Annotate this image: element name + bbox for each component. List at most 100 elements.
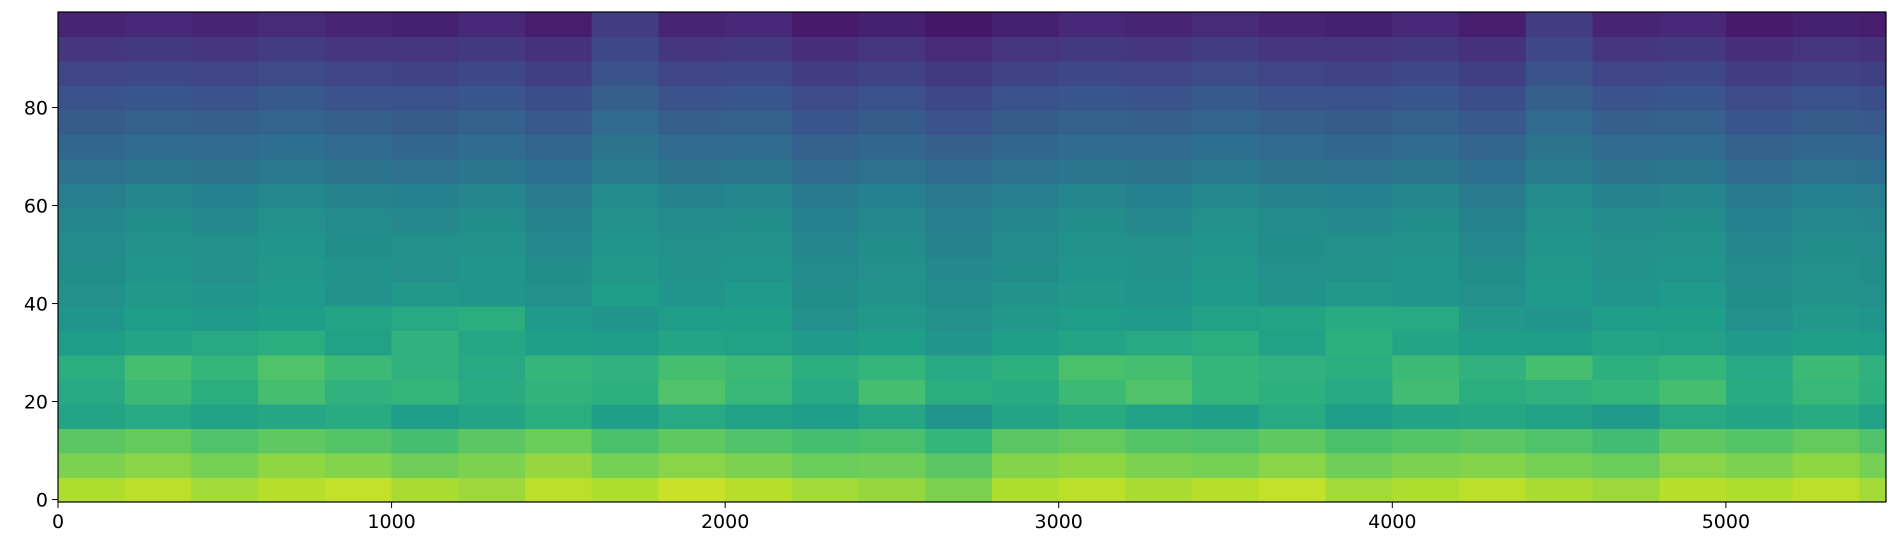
heatmap-cell	[525, 208, 593, 233]
heatmap-cell	[1192, 257, 1260, 282]
heatmap-cell	[858, 257, 926, 282]
heatmap-cell	[1192, 208, 1260, 233]
heatmap-cell	[1058, 12, 1126, 37]
heatmap-cell	[1725, 232, 1794, 258]
x-tick-label: 0	[52, 511, 64, 533]
heatmap-cell	[858, 110, 926, 135]
heatmap-cell	[1325, 208, 1393, 233]
heatmap-cell	[1125, 232, 1193, 258]
heatmap-cell	[658, 36, 726, 62]
heatmap-cell	[391, 306, 459, 331]
heatmap-cell	[1659, 208, 1727, 233]
heatmap-cell	[1792, 453, 1860, 478]
heatmap-cell	[1125, 36, 1193, 62]
heatmap-cell	[725, 232, 793, 258]
heatmap-cell	[1592, 355, 1660, 380]
heatmap-cell	[191, 85, 259, 111]
heatmap-cell	[58, 110, 126, 135]
y-tick-label: 80	[24, 98, 48, 120]
heatmap-cell	[191, 330, 259, 356]
heatmap-cell	[1792, 85, 1860, 111]
heatmap-cell	[1725, 110, 1794, 135]
heatmap-cell	[1659, 110, 1727, 135]
heatmap-cell	[191, 306, 259, 331]
heatmap-cell	[925, 379, 993, 405]
heatmap-cell	[124, 428, 192, 454]
heatmap-cell	[1058, 404, 1126, 429]
x-tick-label: 5000	[1702, 511, 1750, 533]
heatmap-cell	[725, 355, 793, 380]
heatmap-cell	[258, 281, 326, 307]
heatmap-cell	[591, 134, 659, 160]
heatmap-cell	[258, 183, 326, 209]
heatmap-cell	[1725, 306, 1794, 331]
heatmap-cell	[1459, 477, 1527, 503]
heatmap-cell	[725, 36, 793, 62]
heatmap-cell	[992, 61, 1060, 86]
heatmap-cell	[1258, 85, 1327, 111]
heatmap-cell	[525, 404, 593, 429]
heatmap-cell	[1525, 330, 1593, 356]
heatmap-cell	[1392, 477, 1460, 503]
heatmap-cell	[725, 404, 793, 429]
heatmap-cell	[324, 306, 393, 331]
heatmap-cell	[58, 379, 126, 405]
heatmap-cell	[1392, 183, 1460, 209]
heatmap-cell	[591, 12, 659, 37]
heatmap-cell	[1192, 477, 1260, 503]
heatmap-cell	[1859, 61, 1887, 86]
heatmap-cell	[458, 134, 526, 160]
heatmap-cell	[324, 379, 393, 405]
heatmap-cell	[1525, 85, 1593, 111]
heatmap-cell	[791, 453, 860, 478]
heatmap-cell	[858, 379, 926, 405]
heatmap-cell	[1192, 12, 1260, 37]
heatmap-cell	[725, 330, 793, 356]
x-tick-label: 3000	[1035, 511, 1083, 533]
heatmap-cell	[1192, 183, 1260, 209]
heatmap-cell	[458, 453, 526, 478]
heatmap-cell	[324, 477, 393, 503]
heatmap-cell	[1592, 257, 1660, 282]
heatmap-cell	[1058, 110, 1126, 135]
x-tick-label: 1000	[367, 511, 415, 533]
heatmap-cell	[1325, 85, 1393, 111]
heatmap-cell	[1525, 232, 1593, 258]
heatmap-cell	[191, 183, 259, 209]
heatmap-cell	[992, 379, 1060, 405]
heatmap-cell	[1258, 232, 1327, 258]
heatmap-cell	[191, 208, 259, 233]
heatmap-cell	[858, 404, 926, 429]
heatmap-cell	[591, 477, 659, 503]
heatmap-cell	[124, 257, 192, 282]
heatmap-cell	[858, 183, 926, 209]
y-tick-label: 0	[36, 490, 48, 512]
heatmap-cell	[1325, 306, 1393, 331]
heatmap-cell	[1525, 453, 1593, 478]
heatmap-cell	[858, 208, 926, 233]
heatmap-cell	[1125, 257, 1193, 282]
heatmap-cell	[1459, 61, 1527, 86]
heatmap-cell	[1792, 355, 1860, 380]
heatmap-cell	[1725, 85, 1794, 111]
y-tick-label: 20	[24, 392, 48, 414]
heatmap-cell	[525, 355, 593, 380]
heatmap-cell	[1058, 257, 1126, 282]
heatmap-cell	[258, 208, 326, 233]
heatmap-cell	[925, 306, 993, 331]
heatmap-cell	[58, 330, 126, 356]
heatmap-cell	[525, 110, 593, 135]
heatmap-cell	[124, 355, 192, 380]
heatmap-cell	[925, 12, 993, 37]
heatmap-cell	[725, 183, 793, 209]
heatmap-cell	[858, 477, 926, 503]
heatmap-cell	[1725, 134, 1794, 160]
heatmap-cell	[1792, 257, 1860, 282]
heatmap-cell	[1592, 281, 1660, 307]
heatmap-cell	[1325, 61, 1393, 86]
heatmap-cell	[1392, 306, 1460, 331]
heatmap-cell	[525, 281, 593, 307]
heatmap-cell	[324, 208, 393, 233]
heatmap-cell	[1525, 61, 1593, 86]
heatmap-cell	[1192, 110, 1260, 135]
